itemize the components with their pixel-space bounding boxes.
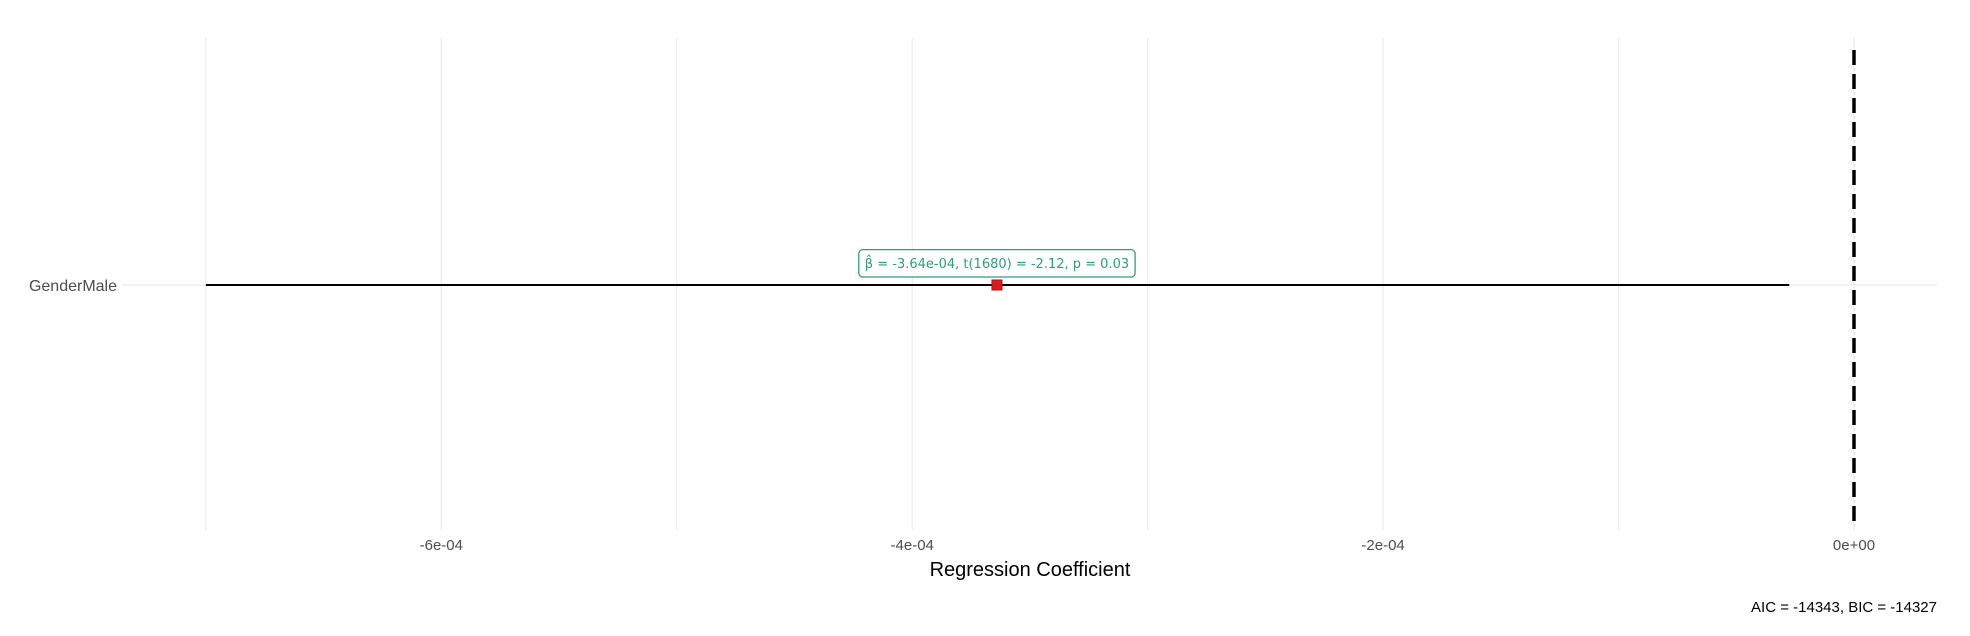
estimate-label-box: [858, 248, 1136, 278]
x-tick-label: -2e-04: [1361, 537, 1404, 554]
y-axis-categories: GenderMale: [29, 278, 117, 295]
model-fit-caption: AIC = -14343, BIC = -14327: [1751, 599, 1937, 616]
estimate-label: β̂ = -3.64e-04, t(1680) = -2.12, p = 0.0…: [858, 248, 1136, 278]
x-tick-label: -6e-04: [420, 537, 463, 554]
x-axis-title: Regression Coefficient: [930, 559, 1131, 581]
estimate-point: [991, 279, 1003, 291]
x-tick-label: 0e+00: [1833, 537, 1875, 554]
estimate-label-text: β̂ = -3.64e-04, t(1680) = -2.12, p = 0.0…: [865, 255, 1129, 272]
x-tick-label: -4e-04: [891, 537, 934, 554]
x-axis-ticks: -6e-04 -4e-04 -2e-04 0e+00: [420, 537, 1875, 554]
category-label: GenderMale: [29, 278, 117, 295]
estimates-layer: β̂ = -3.64e-04, t(1680) = -2.12, p = 0.0…: [205, 248, 1790, 291]
